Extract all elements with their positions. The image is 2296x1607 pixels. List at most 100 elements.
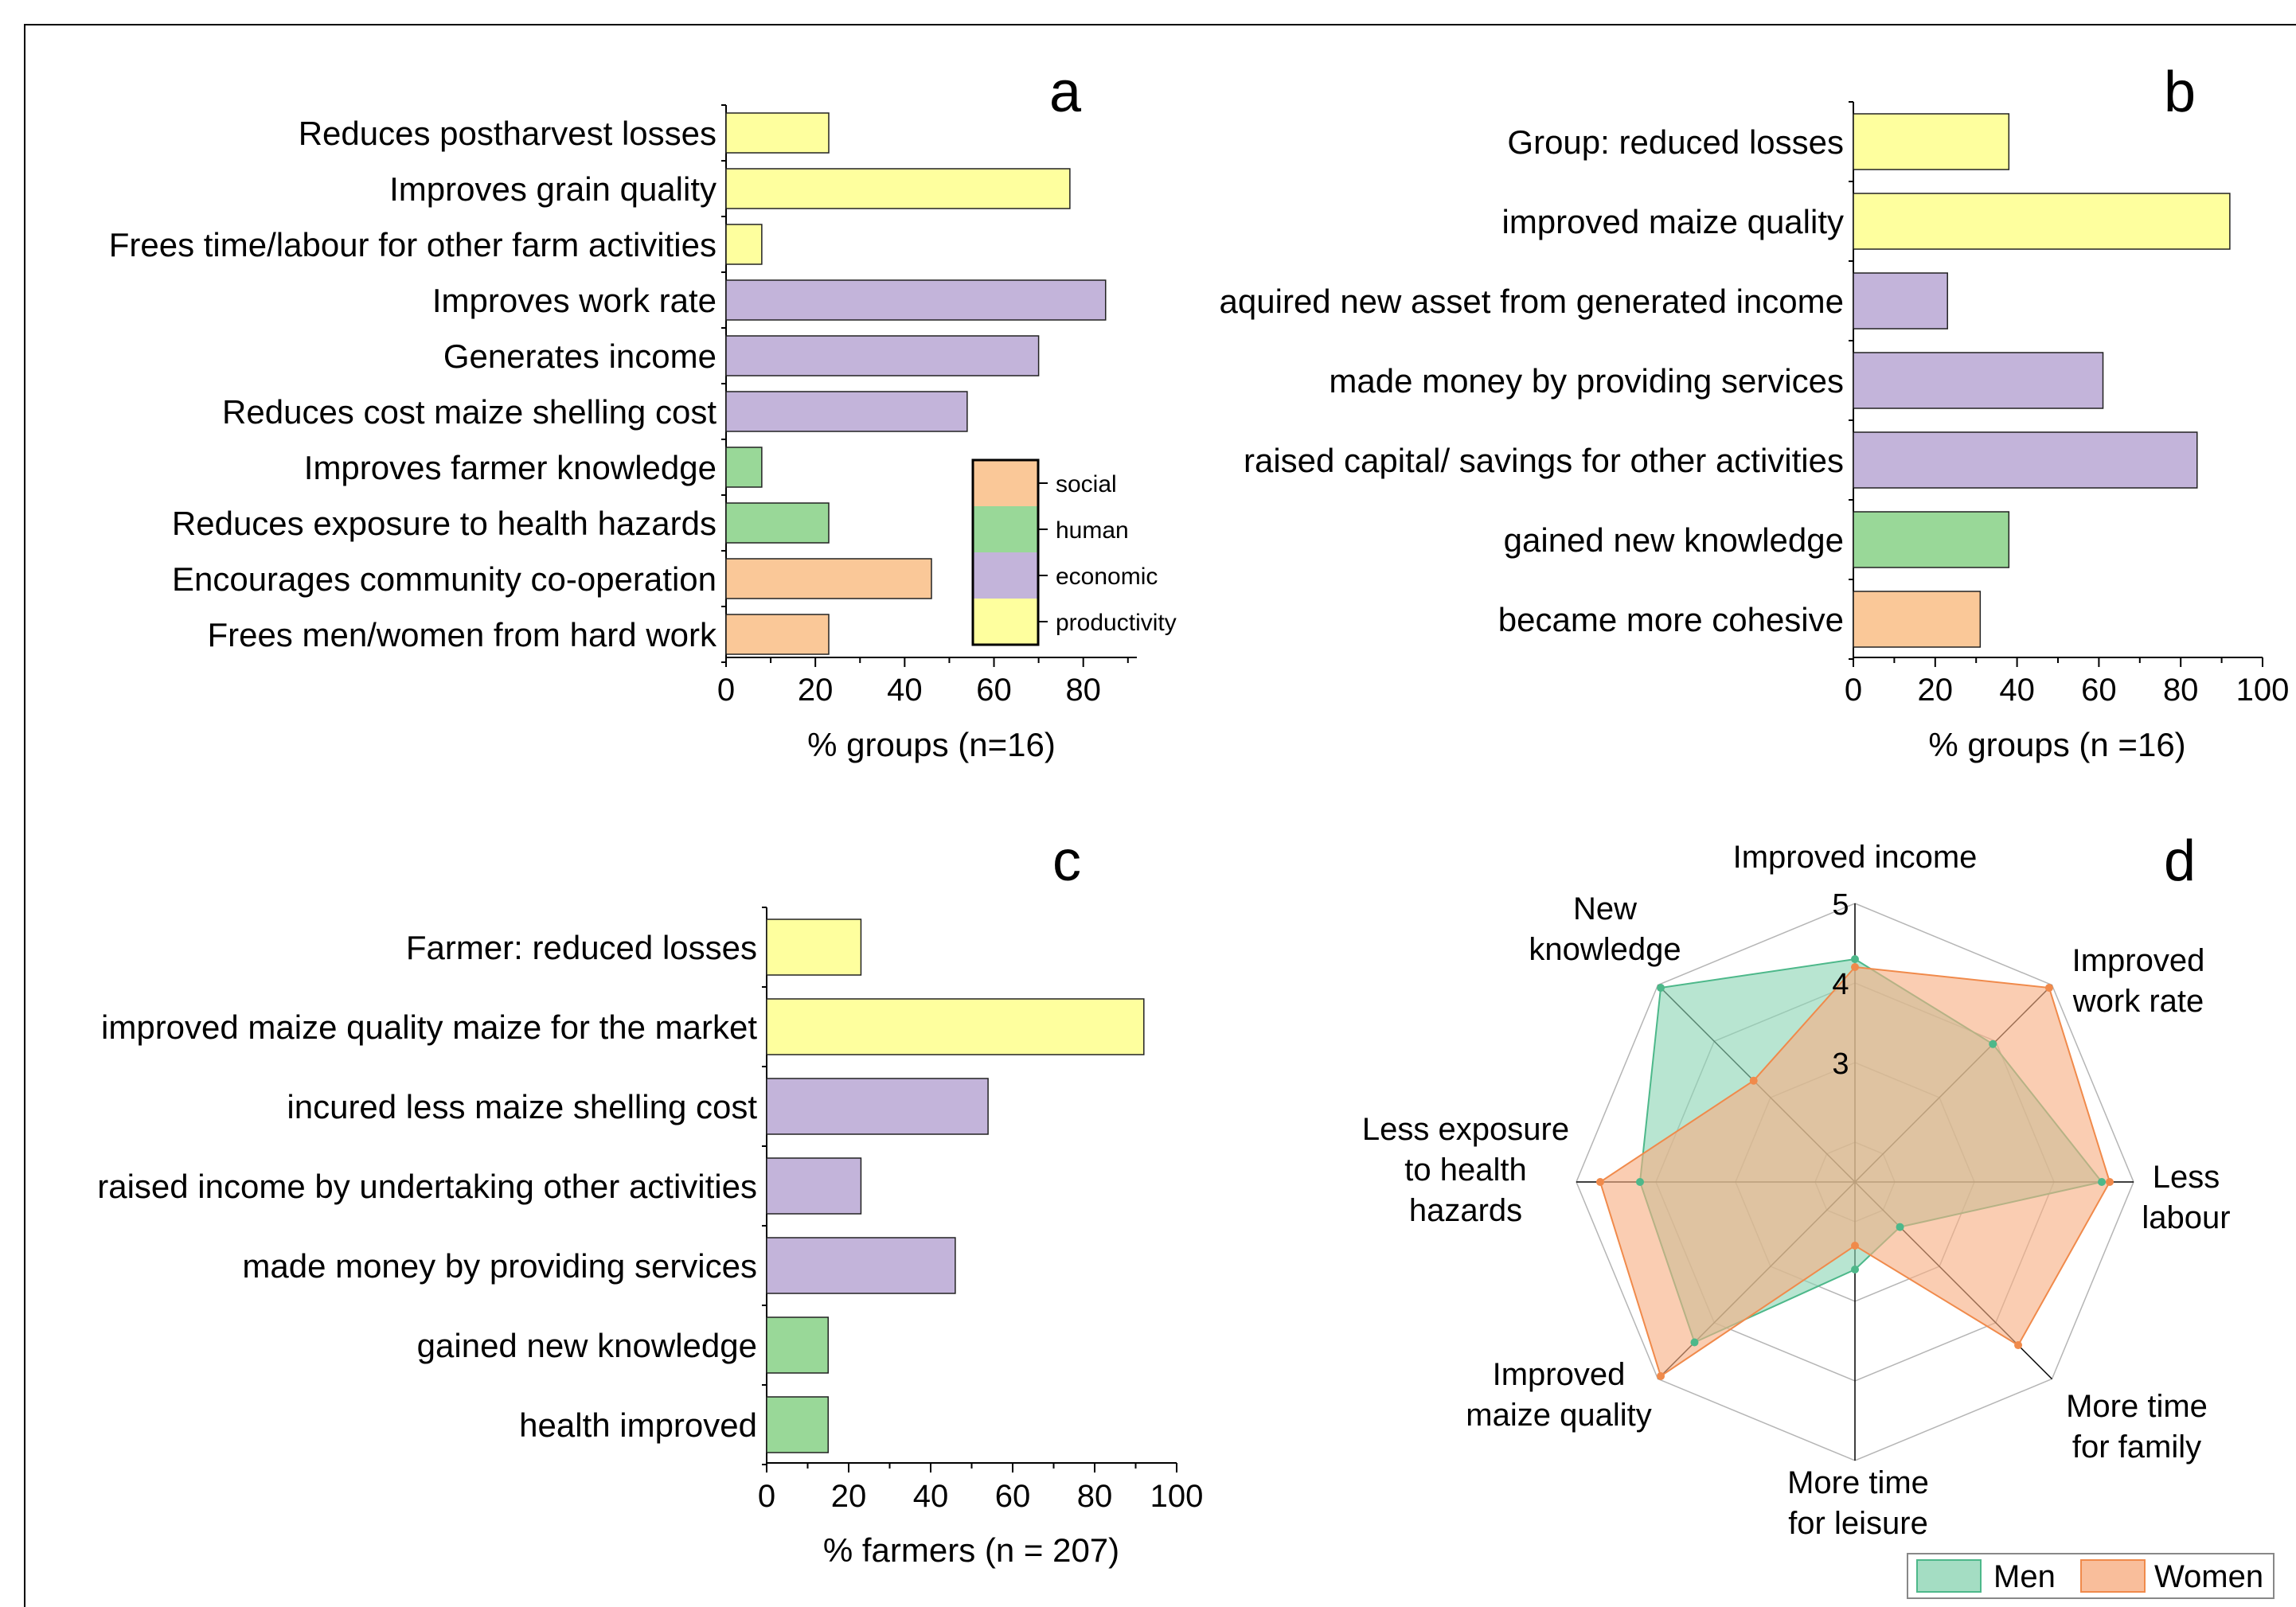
- bar: [766, 919, 862, 976]
- bar: [725, 279, 1107, 321]
- bar: [725, 112, 830, 154]
- radar-tick-label: 3: [1832, 1047, 1849, 1081]
- x-tick-label: 80: [1077, 1479, 1113, 1514]
- category-label: became more cohesive: [1498, 601, 1844, 638]
- bar: [1853, 511, 2010, 568]
- radar-axis-label: More time: [2066, 1389, 2208, 1424]
- bar: [766, 1396, 829, 1453]
- radar-axis-label: Improved: [1493, 1357, 1626, 1392]
- category-label: improved maize quality: [1501, 203, 1844, 240]
- x-tick-label: 0: [1845, 673, 1862, 708]
- category-label: Generates income: [443, 337, 717, 375]
- x-tick-label: 80: [1065, 673, 1101, 708]
- bar: [725, 335, 1040, 376]
- legend-label-women: Women: [2154, 1559, 2263, 1594]
- radar-point-women: [1596, 1178, 1604, 1186]
- radar-point-men: [1690, 1338, 1699, 1347]
- bar-panel-a: Reduces postharvest losses Improves grain…: [109, 60, 1177, 763]
- x-axis-label: % farmers (n = 207): [823, 1531, 1119, 1569]
- bar: [725, 224, 763, 265]
- category-label: incured less maize shelling cost: [287, 1088, 757, 1125]
- x-axis-label: % groups (n=16): [807, 726, 1056, 763]
- radar-point-women: [1851, 1242, 1859, 1250]
- radar-point-men: [2098, 1178, 2106, 1186]
- x-tick-label: 20: [1918, 673, 1954, 708]
- x-tick-label: 60: [2081, 673, 2117, 708]
- legend-label-social: social: [1056, 471, 1117, 497]
- radar-axis-label: New: [1573, 891, 1637, 926]
- radar-axis-label: to health: [1404, 1153, 1526, 1188]
- category-label: Improves work rate: [432, 282, 717, 319]
- legend-box: [971, 458, 1040, 646]
- radar-point-men: [1989, 1039, 1997, 1048]
- radar-axis-label: labour: [2142, 1200, 2230, 1235]
- radar-axis-label: hazards: [1409, 1193, 1522, 1228]
- radar-point-men: [1851, 1266, 1859, 1274]
- x-tick-label: 40: [913, 1479, 949, 1514]
- x-tick-label: 20: [798, 673, 834, 708]
- category-label: gained new knowledge: [417, 1327, 757, 1364]
- radar-axis-label: for leisure: [1788, 1506, 1928, 1541]
- category-label: Reduces exposure to health hazards: [172, 505, 717, 542]
- category-label: Improves grain quality: [389, 170, 717, 208]
- bar: [725, 614, 830, 655]
- legend-label-men: Men: [1993, 1559, 2056, 1594]
- radar-point-men: [1851, 955, 1859, 963]
- category-label: aquired new asset from generated income: [1220, 283, 1844, 320]
- radar-axis-label: Less: [2153, 1160, 2220, 1195]
- category-label: Encourages community co-operation: [172, 560, 717, 598]
- radar-panel-d: 3 4 5 Improved income Improved work rate Less l…: [1362, 829, 2275, 1599]
- radar-axis-label: for family: [2072, 1430, 2201, 1465]
- bar: [1853, 113, 2010, 170]
- panel-letter: a: [1049, 60, 1082, 124]
- category-label: improved maize quality maize for the mar…: [101, 1008, 757, 1046]
- radar-axis-label: maize quality: [1466, 1398, 1651, 1433]
- x-tick-label: 0: [717, 673, 735, 708]
- legend-label-economic: economic: [1056, 564, 1158, 590]
- legend-label-human: human: [1056, 517, 1129, 544]
- radar-point-women: [1657, 1371, 1665, 1380]
- group-legend: social human economic productivity: [971, 458, 1177, 646]
- radar-tick-label: 5: [1832, 888, 1849, 922]
- x-tick-label: 80: [2163, 673, 2199, 708]
- category-label: Reduces postharvest losses: [299, 115, 717, 152]
- category-label: Frees time/labour for other farm activit…: [109, 226, 717, 263]
- bar-panel-c: Farmer: reduced losses improved maize qua…: [97, 829, 1203, 1569]
- bar: [725, 168, 1071, 209]
- x-tick-label: 20: [831, 1479, 867, 1514]
- bar: [766, 1237, 956, 1294]
- radar-axis-label: knowledge: [1529, 932, 1681, 967]
- category-label: raised income by undertaking other activ…: [97, 1168, 757, 1205]
- panel-letter: d: [2164, 829, 2196, 893]
- bar: [1853, 193, 2231, 250]
- bar: [766, 1316, 829, 1374]
- category-label: Improves farmer knowledge: [304, 449, 717, 486]
- x-tick-label: 40: [1999, 673, 2035, 708]
- radar-tick-label: 4: [1832, 968, 1849, 1001]
- radar-point-women: [2014, 1341, 2023, 1350]
- figure-frame: [24, 24, 2296, 1607]
- bar: [725, 558, 932, 599]
- x-tick-label: 0: [758, 1479, 775, 1514]
- bar: [1853, 431, 2198, 489]
- category-label: Farmer: reduced losses: [406, 929, 757, 966]
- radar-axis-label: Improved income: [1733, 840, 1978, 875]
- category-label: Frees men/women from hard work: [207, 616, 717, 653]
- radar-axis-label: work rate: [2072, 984, 2204, 1019]
- radar-axis-label: Improved: [2072, 943, 2205, 978]
- radar-point-men: [1657, 984, 1665, 993]
- legend-label-productivity: productivity: [1056, 610, 1177, 636]
- bar: [766, 998, 1145, 1055]
- category-label: gained new knowledge: [1504, 521, 1844, 559]
- bar: [725, 502, 830, 544]
- x-tick-label: 60: [995, 1479, 1031, 1514]
- legend-swatch-productivity: [973, 599, 1038, 645]
- category-label: Reduces cost maize shelling cost: [222, 393, 717, 431]
- legend-swatch-human: [973, 506, 1038, 552]
- category-label: raised capital/ savings for other activi…: [1244, 442, 1844, 479]
- bar: [1853, 272, 1948, 330]
- radar-point-men: [1896, 1223, 1904, 1231]
- category-label: health improved: [519, 1406, 757, 1444]
- radar-point-women: [2044, 984, 2053, 993]
